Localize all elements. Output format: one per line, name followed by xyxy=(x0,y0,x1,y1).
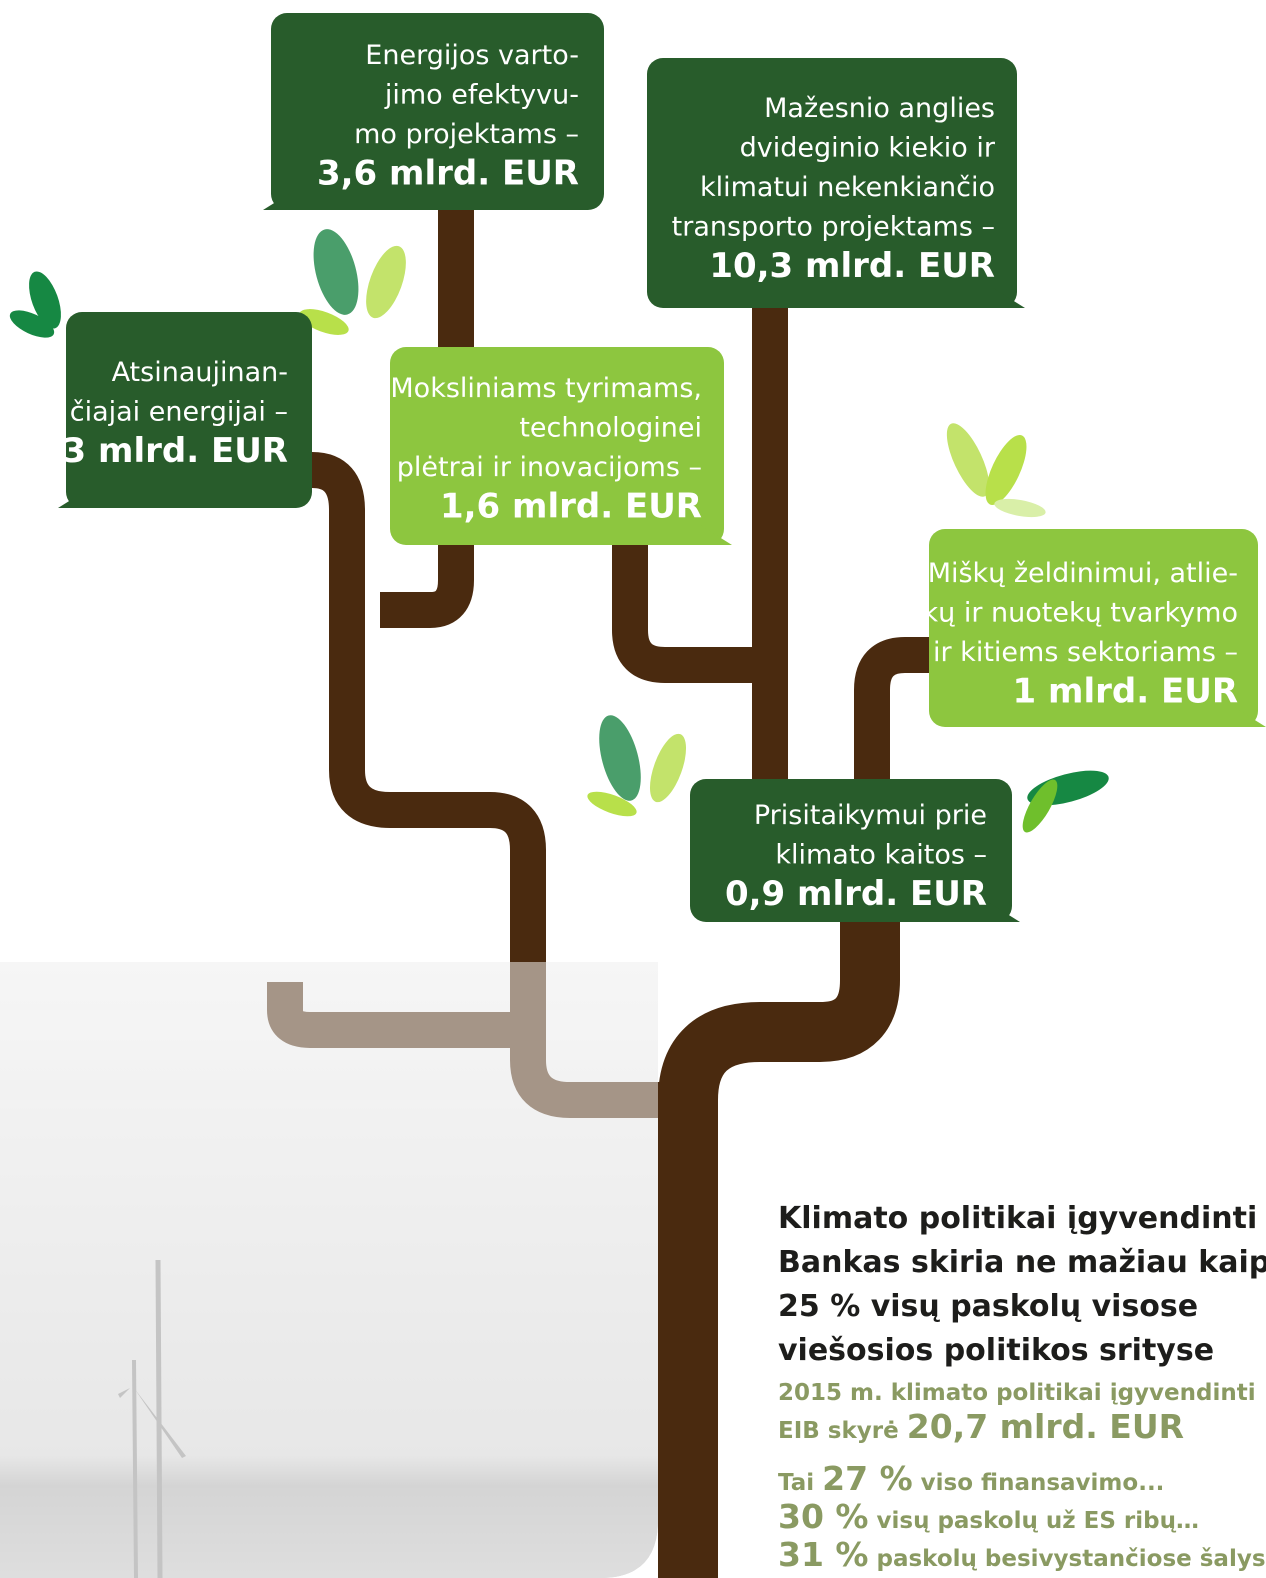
box-amount: 3,3 mlrd. EUR xyxy=(26,431,288,471)
summary-heading: 25 % visų paskolų visose xyxy=(778,1289,1198,1324)
summary-fact: 31 % paskolų besivystančiose šalyse xyxy=(778,1535,1266,1574)
fact-part: 27 % xyxy=(822,1459,912,1498)
summary-heading: viešosios politikos srityse xyxy=(778,1333,1214,1368)
box-amount: 0,9 mlrd. EUR xyxy=(725,874,987,914)
fact-part: paskolų besivystančiose šalyse xyxy=(877,1546,1266,1572)
box-text: čiajai energijai – xyxy=(70,397,288,428)
box-amount: 1,6 mlrd. EUR xyxy=(440,487,702,527)
summary-fact: Tai 27 % viso finansavimo... xyxy=(778,1459,1164,1498)
box-text: Energijos varto- xyxy=(365,40,579,71)
fact-part: 2015 m. klimato politikai įgyvendinti xyxy=(778,1380,1256,1406)
fact-part: visų paskolų už ES ribų… xyxy=(877,1508,1199,1534)
box-text: klimato kaitos – xyxy=(775,840,987,871)
summary-fact: 2015 m. klimato politikai įgyvendinti xyxy=(778,1380,1256,1406)
info-box: Miškų želdinimui, atlie-kų ir nuotekų tv… xyxy=(923,529,1266,727)
box-text: kų ir nuotekų tvarkymo xyxy=(923,598,1238,629)
fact-part: 20,7 mlrd. EUR xyxy=(907,1407,1184,1446)
fact-part: 31 % xyxy=(778,1535,868,1574)
box-text: ir kitiems sektoriams – xyxy=(933,637,1238,668)
infographic: Energijos varto-jimo efektyvu-mo projekt… xyxy=(0,0,1266,1578)
info-box: Moksliniams tyrimams, technologinei plėtra… xyxy=(390,347,732,545)
box-text: jimo efektyvu- xyxy=(384,80,579,111)
box-text: Mažesnio anglies xyxy=(764,93,995,124)
fact-part: EIB skyrė xyxy=(778,1418,899,1444)
box-text: klimatui nekenkiančio xyxy=(700,172,995,203)
box-amount: 10,3 mlrd. EUR xyxy=(709,246,995,286)
box-text: Atsinaujinan- xyxy=(112,357,288,388)
fact-part: Tai xyxy=(778,1470,814,1496)
box-text: mo projektams – xyxy=(354,119,579,150)
box-text: Prisitaikymui prie xyxy=(754,800,987,831)
summary-fact: 30 % visų paskolų už ES ribų… xyxy=(778,1497,1199,1536)
box-text: plėtrai ir inovacijoms – xyxy=(397,452,702,483)
box-text: Moksliniams tyrimams, xyxy=(390,373,702,404)
info-box: Mažesnio anglies dvideginio kiekio ir klim… xyxy=(647,58,1025,308)
summary-fact: EIB skyrė 20,7 mlrd. EUR xyxy=(778,1407,1184,1446)
box-text: dvideginio kiekio ir xyxy=(740,133,996,164)
summary-heading: Klimato politikai įgyvendinti xyxy=(778,1201,1257,1236)
fact-part: viso finansavimo... xyxy=(921,1470,1165,1496)
info-box: Atsinaujinan-čiajai energijai –3,3 mlrd.… xyxy=(26,312,312,508)
box-text: transporto projektams – xyxy=(672,212,995,243)
info-box: Prisitaikymui prie klimato kaitos –0,9 ml… xyxy=(690,779,1020,922)
info-box: Energijos varto-jimo efektyvu-mo projekt… xyxy=(263,13,604,210)
photo-overlay xyxy=(0,962,658,1578)
box-text: technologinei xyxy=(519,413,702,444)
box-amount: 1 mlrd. EUR xyxy=(1013,672,1238,712)
fact-part: 30 % xyxy=(778,1497,868,1536)
box-amount: 3,6 mlrd. EUR xyxy=(317,154,579,194)
box-text: Miškų želdinimui, atlie- xyxy=(928,558,1238,589)
summary-heading: Bankas skiria ne mažiau kaip xyxy=(778,1245,1266,1280)
